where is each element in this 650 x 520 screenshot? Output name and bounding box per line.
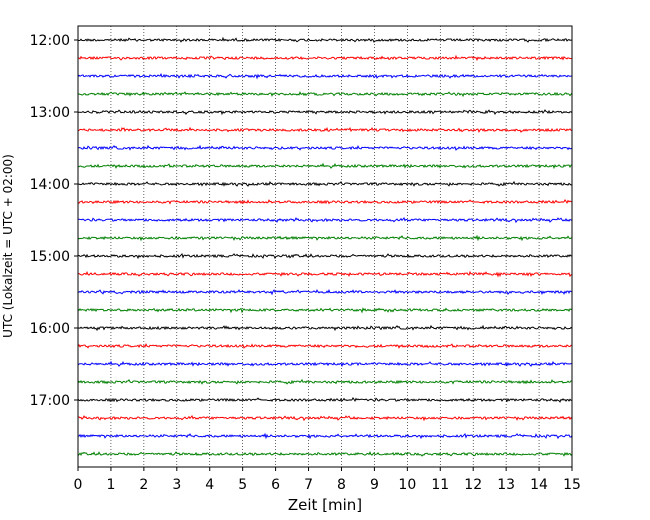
x-axis-ticks: 0 1 2 3 4 5 6 7 8 9 10 11 12 13 14 15 <box>74 467 581 493</box>
plot-frame <box>77 25 573 468</box>
trace-1245 <box>77 91 573 98</box>
trace-1445 <box>77 234 573 242</box>
x-tick-label: 7 <box>304 477 313 493</box>
trace-1545 <box>77 307 573 314</box>
trace-1615 <box>77 343 573 349</box>
trace-1315 <box>77 126 573 133</box>
y-tick-label: 14:00 <box>30 177 70 193</box>
trace-1330 <box>77 144 573 151</box>
x-tick-label: 12 <box>464 477 482 493</box>
trace-1345 <box>77 162 573 170</box>
x-tick-label: 15 <box>563 477 581 493</box>
trace-1515 <box>77 270 573 278</box>
trace-1630 <box>77 360 573 368</box>
trace-1215 <box>77 54 573 62</box>
x-tick-label: 3 <box>172 477 181 493</box>
trace-1415 <box>77 199 573 205</box>
y-tick-label: 12:00 <box>30 33 70 49</box>
trace-1300 <box>77 109 573 116</box>
y-tick-label: 15:00 <box>30 249 70 265</box>
trace-1745 <box>77 450 573 457</box>
y-axis-label: UTC (Lokalzeit = UTC + 02:00) <box>1 154 15 338</box>
x-tick-label: 6 <box>271 477 280 493</box>
x-axis-label: Zeit [min] <box>288 496 362 514</box>
trace-1430 <box>77 217 573 224</box>
x-tick-label: 9 <box>370 477 379 493</box>
x-tick-label: 0 <box>74 477 83 493</box>
trace-1500 <box>77 252 573 260</box>
trace-1730 <box>77 432 573 440</box>
x-tick-label: 1 <box>106 477 115 493</box>
x-tick-label: 13 <box>497 477 515 493</box>
x-tick-label: 5 <box>238 477 247 493</box>
trace-1400 <box>77 180 573 187</box>
trace-1645 <box>77 378 573 385</box>
trace-1700 <box>77 397 573 403</box>
x-tick-label: 14 <box>530 477 548 493</box>
y-tick-label: 17:00 <box>30 393 70 409</box>
x-tick-label: 2 <box>139 477 148 493</box>
x-tick-label: 10 <box>398 477 416 493</box>
y-tick-label: 16:00 <box>30 321 70 337</box>
x-tick-label: 4 <box>205 477 214 493</box>
trace-1715 <box>77 415 573 422</box>
seismogram-traces <box>77 36 573 457</box>
x-tick-label: 8 <box>337 477 346 493</box>
trace-1530 <box>77 288 573 296</box>
y-tick-label: 13:00 <box>30 105 70 121</box>
y-axis-ticks: 12:00 13:00 14:00 15:00 16:00 17:00 <box>30 33 78 409</box>
trace-1230 <box>77 73 573 80</box>
x-tick-label: 11 <box>431 477 449 493</box>
trace-1600 <box>77 324 573 332</box>
trace-1200 <box>77 36 573 43</box>
